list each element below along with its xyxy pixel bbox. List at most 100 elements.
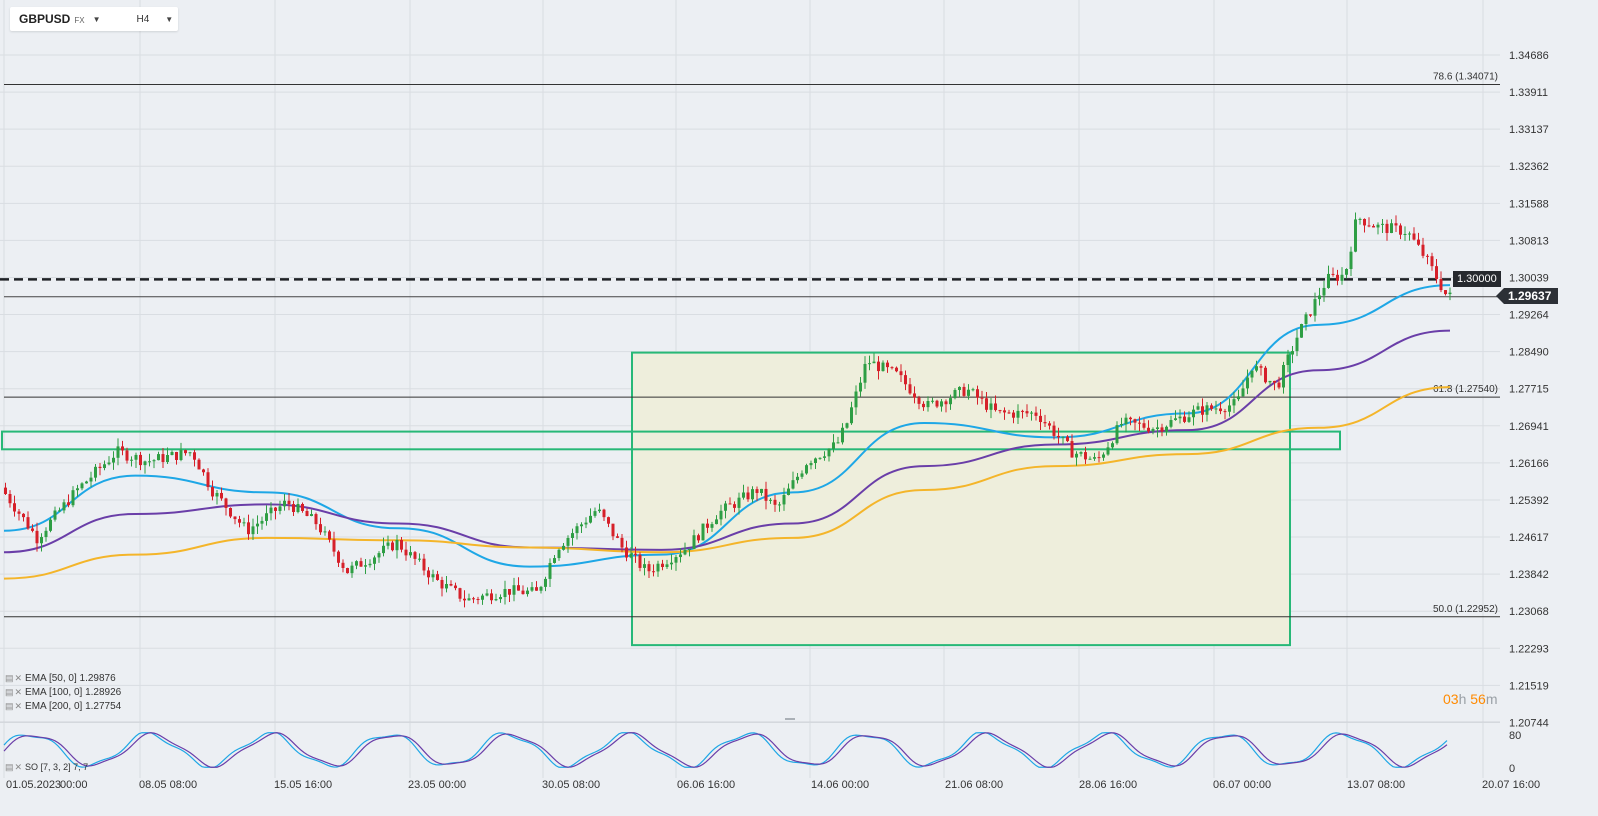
candle-body: [796, 476, 799, 481]
candle-body: [755, 489, 759, 493]
candle-body: [454, 585, 457, 589]
candle-body: [368, 563, 372, 566]
indicator-legend-ema50[interactable]: ▤✕ EMA [50, 0] 1.29876: [5, 673, 116, 684]
ema-line: [3, 284, 1451, 568]
settings-close-icon[interactable]: ▤✕: [5, 701, 24, 711]
candle-body: [1048, 423, 1051, 426]
candle-body: [26, 517, 30, 529]
candle-body: [1264, 367, 1267, 383]
symbol-dropdown-icon[interactable]: ▼: [92, 14, 101, 24]
candle-body: [458, 588, 462, 599]
indicator-legend-ema100[interactable]: ▤✕ EMA [100, 0] 1.28926: [5, 687, 122, 698]
candle-body: [436, 574, 439, 580]
candle-body: [1399, 225, 1402, 235]
candle-body: [1228, 405, 1231, 412]
candle-body: [922, 403, 925, 408]
timeframe-select[interactable]: H4: [136, 13, 150, 25]
candle-body: [521, 590, 525, 595]
candle-body: [386, 542, 390, 546]
candle-body: [877, 361, 880, 372]
candle-body: [4, 487, 7, 495]
candle-body: [49, 519, 52, 531]
candle-body: [1025, 411, 1029, 414]
time-axis-label: 13.07 08:00: [1347, 779, 1405, 791]
symbol-toolbar[interactable]: GBPUSD FX ▼ H4 ▼: [10, 7, 178, 31]
time-axis-label: 06.07 00:00: [1213, 779, 1271, 791]
candle-body: [265, 513, 268, 521]
oscillator-legend[interactable]: ▤✕ SO [7, 3, 2] 7, 7: [5, 762, 89, 772]
price-axis-label: 1.27715: [1509, 384, 1549, 396]
candle-body: [481, 595, 484, 600]
candle-body: [355, 561, 358, 566]
candle-body: [499, 597, 502, 600]
candle-body: [863, 363, 867, 383]
candle-body: [958, 386, 961, 391]
candle-body: [710, 524, 714, 528]
price-axis-label: 1.32362: [1509, 161, 1549, 173]
candle-body: [1367, 225, 1371, 227]
candle-body: [80, 483, 84, 489]
candle-body: [130, 459, 133, 461]
candle-body: [679, 554, 682, 558]
candle-body: [733, 504, 736, 508]
candle-body: [13, 503, 16, 512]
candle-body: [157, 454, 160, 461]
candle-body: [233, 516, 237, 520]
candle-body: [292, 504, 295, 513]
candle-body: [188, 452, 192, 454]
candles: [4, 212, 1452, 608]
candle-body: [751, 489, 754, 500]
candle-body: [310, 514, 313, 517]
candle-body: [769, 499, 772, 501]
candle-body: [517, 585, 520, 591]
candle-body: [1147, 427, 1150, 432]
candle-body: [1160, 427, 1164, 432]
candle-body: [382, 545, 385, 554]
candle-body: [103, 464, 106, 469]
candle-body: [211, 487, 214, 497]
candle-body: [1111, 443, 1114, 448]
fibonacci-level-label: 50.0 (1.22952): [1433, 604, 1498, 615]
candle-body: [1327, 273, 1330, 288]
candle-body: [1106, 447, 1110, 455]
candle-body: [449, 583, 453, 586]
candle-body: [616, 536, 619, 538]
candle-body: [800, 473, 804, 477]
candle-body: [445, 583, 448, 589]
candle-body: [809, 463, 813, 466]
candle-body: [1012, 412, 1015, 418]
candle-body: [125, 450, 129, 461]
candle-body: [962, 386, 966, 396]
candle-body: [904, 375, 907, 385]
candle-body: [1102, 454, 1105, 458]
candle-body: [1129, 417, 1132, 420]
candle-body: [571, 533, 574, 538]
candle-body: [314, 514, 318, 525]
candle-body: [886, 362, 889, 368]
candle-body: [269, 507, 273, 514]
candle-body: [395, 539, 399, 551]
settings-close-icon[interactable]: ▤✕: [5, 687, 24, 697]
candle-body: [944, 401, 948, 405]
candle-body: [701, 523, 705, 541]
candle-body: [661, 563, 664, 568]
price-axis-label: 1.22293: [1509, 643, 1549, 655]
candle-body: [256, 523, 259, 527]
symbol-name[interactable]: GBPUSD: [19, 12, 71, 26]
candle-body: [832, 442, 835, 449]
timeframe-dropdown-icon[interactable]: ▼: [165, 14, 174, 24]
candle-body: [1165, 426, 1168, 432]
settings-close-icon[interactable]: ▤✕: [5, 762, 24, 772]
candle-body: [1340, 274, 1344, 281]
time-axis-label: 15.05 16:00: [274, 779, 332, 791]
price-axis-label: 1.30039: [1509, 272, 1549, 284]
candle-body: [1124, 417, 1128, 425]
candle-body: [917, 397, 921, 404]
candle-body: [31, 528, 34, 531]
candle-body: [1138, 422, 1141, 424]
candle-body: [625, 547, 628, 558]
candle-body: [98, 466, 102, 469]
settings-close-icon[interactable]: ▤✕: [5, 673, 24, 683]
indicator-legend-ema200[interactable]: ▤✕ EMA [200, 0] 1.27754: [5, 701, 122, 712]
